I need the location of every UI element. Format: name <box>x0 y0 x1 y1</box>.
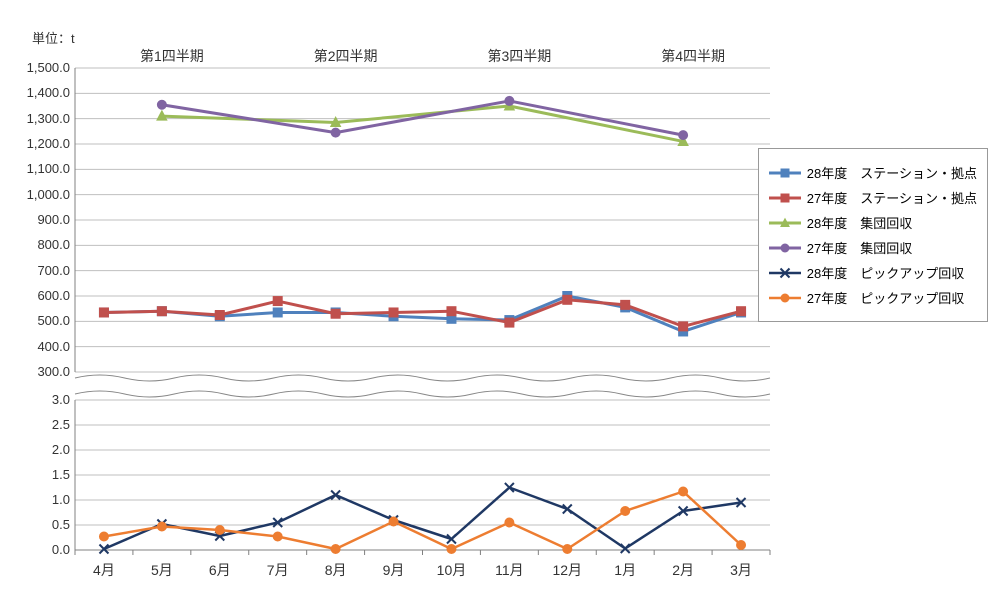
legend-item: 28年度 集団回収 <box>769 213 977 232</box>
legend-marker <box>769 190 801 206</box>
legend-label: 28年度 ピックアップ回収 <box>807 263 964 282</box>
legend-item: 27年度 ピックアップ回収 <box>769 288 977 307</box>
legend-label: 27年度 集団回収 <box>807 238 912 257</box>
legend-item: 27年度 ステーション・拠点 <box>769 188 977 207</box>
legend-item: 28年度 ステーション・拠点 <box>769 163 977 182</box>
legend-item: 28年度 ピックアップ回収 <box>769 263 977 282</box>
legend-label: 27年度 ピックアップ回収 <box>807 288 964 307</box>
legend-label: 28年度 ステーション・拠点 <box>807 163 977 182</box>
legend-marker <box>769 265 801 281</box>
legend-label: 27年度 ステーション・拠点 <box>807 188 977 207</box>
legend-item: 27年度 集団回収 <box>769 238 977 257</box>
legend-marker <box>769 290 801 306</box>
legend: 28年度 ステーション・拠点 27年度 ステーション・拠点 28年度 集団回収 27年… <box>758 148 988 322</box>
chart-container: 単位：t 第1四半期第2四半期第3四半期第4四半期 300.0400.0500.… <box>10 10 988 595</box>
legend-label: 28年度 集団回収 <box>807 213 912 232</box>
legend-marker <box>769 240 801 256</box>
legend-marker <box>769 215 801 231</box>
legend-marker <box>769 165 801 181</box>
